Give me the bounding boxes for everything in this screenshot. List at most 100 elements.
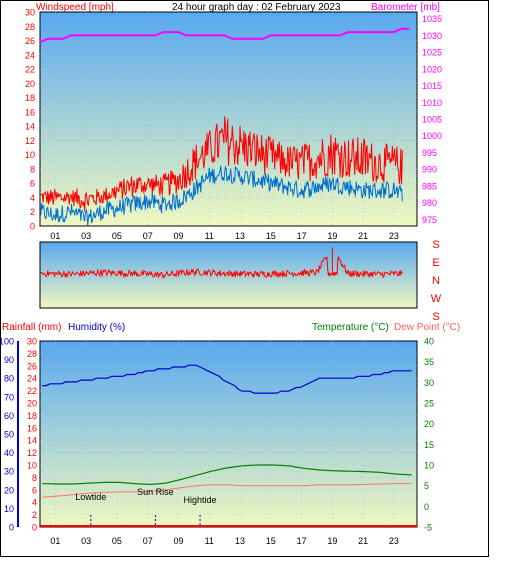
direction-label: W: [431, 293, 442, 305]
barometer-series-line: [39, 27, 410, 44]
wind-tick-label: 10: [25, 150, 35, 160]
wind-tick-label: 0: [30, 222, 35, 232]
dewpoint-series-line: [42, 483, 412, 498]
humidity-series-line: [42, 364, 412, 394]
temp-x-tick-label: 17: [297, 536, 307, 546]
rain-tick-label: 100: [0, 337, 14, 347]
temp-tick-label: 35: [424, 357, 434, 367]
baro-tick-label: 1035: [422, 14, 442, 24]
baro-tick-label: 1020: [422, 64, 442, 74]
temperature-series-line: [42, 464, 412, 486]
temp-x-tick-label: 07: [143, 536, 153, 546]
baro-tick-label: 975: [422, 215, 437, 225]
direction-label: N: [432, 275, 440, 287]
wind-tick-label: 16: [25, 107, 35, 117]
temp-x-tick-label: 09: [173, 536, 183, 546]
wind-tick-label: 28: [25, 22, 35, 32]
wind-x-tick-label: 09: [173, 231, 183, 241]
wind-tick-label: 12: [25, 136, 35, 146]
wind-tick-label: 8: [30, 164, 35, 174]
humidity-tick-label: 26: [27, 361, 37, 371]
temp-tick-label: 10: [424, 461, 434, 471]
temp-x-tick-label: 05: [112, 536, 122, 546]
temp-x-tick-label: 21: [358, 536, 368, 546]
temp-tick-label: 40: [424, 337, 434, 347]
wind-tick-label: 30: [25, 8, 35, 18]
wind-tick-label: 22: [25, 65, 35, 75]
temp-x-tick-label: 23: [389, 536, 399, 546]
tide-sun-annotation: Hightide: [184, 495, 217, 505]
rainfall-axis-label: Rainfall (mm): [2, 322, 61, 333]
direction-label: S: [432, 311, 439, 323]
humidity-tick-label: 12: [27, 448, 37, 458]
baro-tick-label: 1030: [422, 31, 442, 41]
rain-tick-label: 90: [4, 355, 14, 365]
humidity-tick-label: 20: [27, 399, 37, 409]
rain-tick-label: 50: [4, 430, 14, 440]
rain-tick-label: 0: [9, 523, 14, 533]
wind-tick-label: 14: [25, 122, 35, 132]
baro-tick-label: 990: [422, 165, 437, 175]
wind-x-tick-label: 21: [358, 231, 368, 241]
wind-x-tick-label: 07: [143, 231, 153, 241]
wind-direction-series-line: [40, 255, 403, 280]
rain-tick-label: 10: [4, 504, 14, 514]
humidity-tick-label: 10: [27, 461, 37, 471]
wind-tick-label: 18: [25, 93, 35, 103]
humidity-tick-label: 18: [27, 411, 37, 421]
rain-tick-label: 20: [4, 485, 14, 495]
wind-x-tick-label: 05: [112, 231, 122, 241]
wind-x-tick-label: 13: [235, 231, 245, 241]
temp-tick-label: -5: [424, 523, 432, 533]
wind-tick-label: 24: [25, 50, 35, 60]
temp-tick-label: 20: [424, 419, 434, 429]
windspeed-series-line: [40, 165, 403, 227]
humidity-tick-label: 28: [27, 349, 37, 359]
humidity-axis-label: Humidity (%): [68, 322, 125, 333]
rain-tick-label: 60: [4, 411, 14, 421]
humidity-tick-label: 30: [27, 337, 37, 347]
wind-tick-label: 6: [30, 179, 35, 189]
wind-tick-label: 2: [30, 207, 35, 217]
baro-tick-label: 1000: [422, 131, 442, 141]
humidity-tick-label: 4: [32, 498, 37, 508]
temp-x-tick-label: 01: [50, 536, 60, 546]
baro-tick-label: 1025: [422, 48, 442, 58]
wind-x-tick-label: 19: [327, 231, 337, 241]
baro-tick-label: 995: [422, 148, 437, 158]
temp-tick-label: 30: [424, 378, 434, 388]
tide-sun-annotation: Lowtide: [75, 492, 106, 502]
humidity-tick-label: 14: [27, 436, 37, 446]
wind-x-tick-label: 17: [297, 231, 307, 241]
temp-tick-label: 0: [424, 502, 429, 512]
chart-title: 24 hour graph day : 02 February 2023: [172, 2, 341, 13]
temp-x-tick-label: 19: [327, 536, 337, 546]
humidity-tick-label: 6: [32, 485, 37, 495]
temp-tick-label: 5: [424, 481, 429, 491]
gust-series-line: [40, 116, 403, 211]
rain-tick-label: 30: [4, 467, 14, 477]
humidity-tick-label: 16: [27, 423, 37, 433]
rain-tick-label: 80: [4, 374, 14, 384]
wind-x-tick-label: 23: [389, 231, 399, 241]
baro-tick-label: 985: [422, 181, 437, 191]
baro-tick-label: 1015: [422, 81, 442, 91]
wind-tick-label: 26: [25, 36, 35, 46]
humidity-tick-label: 22: [27, 386, 37, 396]
baro-tick-label: 980: [422, 198, 437, 208]
temp-x-tick-label: 15: [266, 536, 276, 546]
wind-x-tick-label: 15: [266, 231, 276, 241]
baro-tick-label: 1010: [422, 98, 442, 108]
temp-tick-label: 15: [424, 440, 434, 450]
wind-tick-label: 4: [30, 193, 35, 203]
windspeed-axis-label: Windspeed [mph]: [36, 2, 114, 13]
humidity-tick-label: 0: [32, 523, 37, 533]
tide-sun-annotation: Sun Rise: [137, 487, 174, 497]
temp-x-tick-label: 13: [235, 536, 245, 546]
dewpoint-axis-label: Dew Point (°C): [394, 322, 460, 333]
humidity-tick-label: 24: [27, 374, 37, 384]
temp-x-tick-label: 11: [205, 536, 214, 546]
rain-tick-label: 40: [4, 448, 14, 458]
